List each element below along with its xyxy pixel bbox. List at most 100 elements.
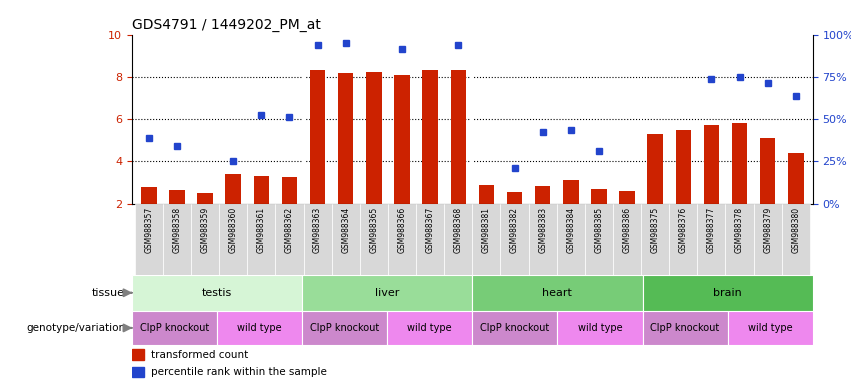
Bar — [282, 177, 297, 204]
Text: GSM988362: GSM988362 — [285, 207, 294, 253]
Bar — [163, 204, 191, 275]
Text: GSM988377: GSM988377 — [707, 207, 716, 253]
Text: transformed count: transformed count — [151, 350, 248, 360]
Bar — [191, 204, 219, 275]
Bar — [132, 367, 144, 377]
Text: genotype/variation: genotype/variation — [26, 323, 125, 333]
Bar — [728, 311, 813, 345]
Text: GSM988359: GSM988359 — [201, 207, 209, 253]
Bar — [732, 123, 747, 204]
Text: GSM988360: GSM988360 — [229, 207, 237, 253]
Bar — [697, 204, 726, 275]
Bar — [506, 192, 523, 204]
Bar — [338, 73, 353, 204]
Bar — [332, 204, 360, 275]
Bar — [276, 204, 304, 275]
Bar — [788, 153, 803, 204]
Text: GSM988363: GSM988363 — [313, 207, 322, 253]
Bar — [394, 75, 409, 204]
Bar — [132, 349, 144, 360]
Bar — [643, 311, 728, 345]
Bar — [760, 138, 775, 204]
Bar — [754, 204, 782, 275]
Bar — [500, 204, 528, 275]
Bar — [302, 275, 472, 311]
Text: GSM988357: GSM988357 — [145, 207, 153, 253]
Bar — [444, 204, 472, 275]
Bar — [226, 174, 241, 204]
Bar — [643, 275, 813, 311]
Bar — [472, 204, 500, 275]
Bar — [676, 130, 691, 204]
Text: GSM988383: GSM988383 — [538, 207, 547, 253]
Text: GSM988384: GSM988384 — [566, 207, 575, 253]
Bar — [557, 311, 643, 345]
Text: wild type: wild type — [748, 323, 792, 333]
Text: ClpP knockout: ClpP knockout — [480, 323, 550, 333]
Text: GSM988364: GSM988364 — [341, 207, 351, 253]
Text: GSM988366: GSM988366 — [397, 207, 407, 253]
Bar — [478, 185, 494, 204]
Text: heart: heart — [542, 288, 573, 298]
Bar — [704, 126, 719, 204]
Bar — [302, 311, 387, 345]
Bar — [782, 204, 810, 275]
Bar — [169, 190, 185, 204]
Bar — [219, 204, 248, 275]
Text: GSM988361: GSM988361 — [257, 207, 266, 253]
Bar — [563, 180, 579, 204]
Text: GSM988376: GSM988376 — [679, 207, 688, 253]
Text: wild type: wild type — [408, 323, 452, 333]
Bar — [591, 189, 607, 204]
Bar — [141, 187, 157, 204]
Bar — [248, 204, 276, 275]
Text: GDS4791 / 1449202_PM_at: GDS4791 / 1449202_PM_at — [132, 18, 321, 32]
Bar — [648, 134, 663, 204]
Bar — [366, 71, 381, 204]
Bar — [388, 204, 416, 275]
Bar — [528, 204, 557, 275]
Text: GSM988358: GSM988358 — [173, 207, 181, 253]
Bar — [310, 71, 325, 204]
Text: GSM988378: GSM988378 — [735, 207, 744, 253]
Bar — [535, 185, 551, 204]
Text: testis: testis — [202, 288, 232, 298]
Bar — [557, 204, 585, 275]
Bar — [132, 311, 217, 345]
Text: GSM988381: GSM988381 — [482, 207, 491, 253]
Bar — [217, 311, 302, 345]
Bar — [254, 176, 269, 204]
Bar — [472, 275, 643, 311]
Bar — [613, 204, 641, 275]
Text: liver: liver — [375, 288, 399, 298]
Text: GSM988386: GSM988386 — [623, 207, 631, 253]
Bar — [416, 204, 444, 275]
Text: ClpP knockout: ClpP knockout — [310, 323, 380, 333]
Bar — [585, 204, 613, 275]
Text: ClpP knockout: ClpP knockout — [650, 323, 720, 333]
Text: tissue: tissue — [92, 288, 125, 298]
Bar — [387, 311, 472, 345]
Text: GSM988379: GSM988379 — [763, 207, 772, 253]
Text: GSM988367: GSM988367 — [426, 207, 435, 253]
Text: GSM988385: GSM988385 — [594, 207, 603, 253]
Text: GSM988382: GSM988382 — [510, 207, 519, 253]
Text: percentile rank within the sample: percentile rank within the sample — [151, 367, 327, 377]
Text: wild type: wild type — [237, 323, 282, 333]
Bar — [620, 191, 635, 204]
Text: GSM988380: GSM988380 — [791, 207, 800, 253]
Text: brain: brain — [713, 288, 742, 298]
Bar — [472, 311, 557, 345]
Bar — [197, 193, 213, 204]
Text: wild type: wild type — [578, 323, 622, 333]
Bar — [132, 275, 302, 311]
Bar — [669, 204, 697, 275]
Text: GSM988365: GSM988365 — [369, 207, 379, 253]
Bar — [450, 71, 466, 204]
Text: ClpP knockout: ClpP knockout — [140, 323, 209, 333]
Bar — [304, 204, 332, 275]
Bar — [641, 204, 669, 275]
Bar — [360, 204, 388, 275]
Text: GSM988368: GSM988368 — [454, 207, 463, 253]
Text: GSM988375: GSM988375 — [651, 207, 660, 253]
